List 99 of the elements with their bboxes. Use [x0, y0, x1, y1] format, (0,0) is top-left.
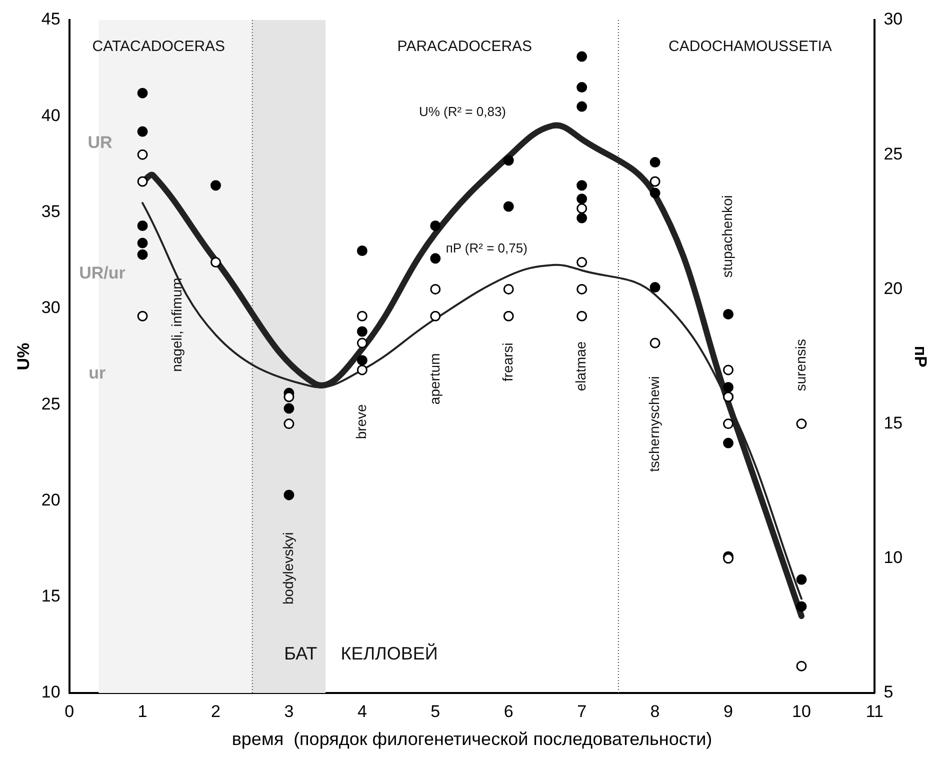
y2-tick-label: 5	[884, 682, 894, 702]
point	[576, 194, 588, 204]
point	[576, 82, 588, 93]
point	[356, 326, 368, 337]
point	[723, 438, 734, 448]
annotation: elatmae	[572, 341, 589, 392]
point	[576, 212, 588, 224]
y-tick-label: 35	[41, 202, 60, 221]
point	[356, 310, 368, 322]
point	[137, 249, 148, 260]
x-tick-label: 7	[577, 702, 587, 721]
point	[284, 418, 294, 430]
y-tick-label: 10	[41, 682, 60, 702]
point	[796, 601, 807, 612]
point	[723, 364, 734, 376]
point	[576, 51, 588, 62]
x-tick-label: 3	[284, 702, 294, 721]
point	[503, 284, 514, 294]
x-axis-title: время (порядок филогенетической последовательности)	[232, 729, 712, 750]
point	[576, 284, 588, 294]
annotation: CATACADOCERAS	[92, 38, 226, 56]
annotation: БАТ	[284, 644, 318, 664]
y2-tick-label: 10	[884, 548, 903, 568]
point	[650, 157, 660, 168]
y2-tick-label: 25	[884, 144, 903, 164]
point	[137, 126, 148, 137]
y2-tick-label: 30	[884, 10, 903, 29]
annotation: CADOCHAMOUSSETIA	[668, 38, 832, 56]
annotation: frearsi	[499, 342, 516, 382]
point	[137, 176, 148, 187]
x-tick-label: 1	[138, 702, 148, 721]
y-tick-label: 45	[41, 10, 60, 29]
x-tick-label: 9	[724, 702, 733, 721]
annotation: PARACADOCERAS	[397, 38, 532, 56]
annotation: ur	[88, 363, 106, 382]
x-tick-label: 6	[504, 702, 514, 721]
point	[723, 382, 734, 393]
point	[796, 418, 807, 430]
annotation: пP (R² = 0,75)	[446, 240, 528, 256]
point	[723, 418, 734, 430]
point	[796, 574, 807, 585]
point	[430, 284, 441, 294]
point	[796, 660, 807, 672]
point	[650, 282, 660, 293]
point	[430, 220, 441, 231]
annotation: nageli, infimum	[168, 278, 185, 372]
point	[284, 403, 294, 414]
point	[576, 310, 588, 322]
point	[284, 490, 294, 500]
x-tick-label: 10	[792, 702, 811, 721]
annotation: surensis	[792, 338, 808, 392]
annotation: КЕЛЛОВЕЙ	[340, 642, 438, 664]
point	[356, 338, 368, 348]
point	[356, 355, 368, 366]
annotation: U% (R² = 0,83)	[418, 104, 506, 119]
point	[576, 101, 588, 112]
annotation: stupachenkoi	[719, 195, 736, 278]
x-tick-label: 4	[357, 702, 367, 721]
point	[576, 180, 588, 191]
x-tick-label: 5	[430, 702, 440, 721]
annotation: breve	[353, 404, 370, 440]
annotation: apertum	[426, 353, 442, 405]
y2-tick-label: 20	[884, 278, 903, 298]
point	[210, 257, 221, 268]
point	[210, 180, 221, 191]
point	[356, 364, 368, 376]
point	[723, 308, 734, 320]
annotation: UR/ur	[79, 264, 126, 283]
point	[576, 257, 588, 268]
point	[356, 245, 368, 256]
point	[137, 149, 148, 160]
y2-axis-title: пP	[911, 346, 930, 368]
point	[137, 220, 148, 231]
point	[284, 392, 294, 402]
point	[137, 310, 148, 322]
x-tick-label: 2	[211, 702, 220, 721]
x-tick-label: 0	[64, 702, 74, 721]
point	[650, 176, 660, 187]
point	[137, 238, 148, 248]
y-tick-label: 30	[41, 298, 60, 318]
y-tick-label: 15	[41, 586, 60, 606]
point	[430, 310, 441, 322]
annotation: tschernyschewi	[646, 376, 662, 472]
x-tick-label: 11	[866, 702, 884, 721]
annotation: UR	[88, 132, 112, 152]
point	[503, 155, 514, 166]
point	[650, 188, 660, 198]
point	[503, 310, 514, 322]
x-tick-label: 8	[650, 702, 660, 721]
y-tick-label: 40	[41, 106, 60, 125]
y-tick-label: 25	[41, 394, 60, 414]
point	[430, 253, 441, 264]
point	[503, 201, 514, 212]
y-tick-label: 20	[41, 490, 60, 510]
point	[137, 88, 148, 98]
y-axis-title: U%	[14, 342, 33, 370]
annotation: bodylevskyi	[280, 532, 296, 605]
point	[650, 338, 660, 348]
y2-tick-label: 15	[884, 413, 903, 432]
